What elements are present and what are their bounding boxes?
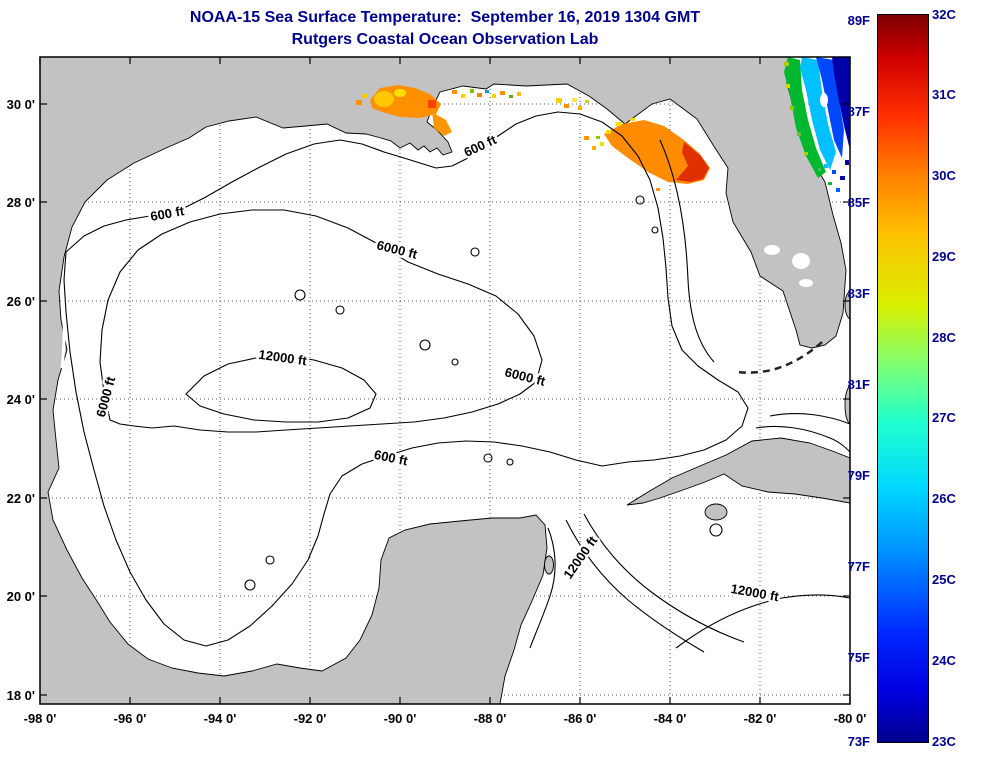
x-tick-label: -90 0' (384, 711, 417, 726)
land-isla-juventud (704, 503, 728, 521)
sst-patch-louisiana (356, 85, 452, 136)
colorbar-f-label: 77F (847, 559, 870, 574)
contour-straits-600-a (755, 425, 850, 453)
colorbar-c-label: 31C (932, 87, 956, 102)
sst-patch-atlantic (784, 57, 850, 192)
land-bahama-bank-north (844, 290, 850, 320)
colorbar-f-label: 85F (847, 195, 870, 210)
y-tick-label: 24 0' (7, 392, 35, 407)
y-tick-label: 30 0' (7, 97, 35, 112)
colorbar-c-label: 30C (932, 168, 956, 183)
x-tick-label: -98 0' (24, 711, 57, 726)
land-cozumel (544, 555, 554, 575)
x-tick-label: -80 0' (834, 711, 867, 726)
colorbar-c-label: 32C (932, 7, 956, 22)
title-block: NOAA-15 Sea Surface Temperature: Septemb… (0, 7, 890, 50)
gulf-of-mexico-map: 600 ft 600 ft 6000 ft 6000 ft 12000 ft 6… (7, 56, 867, 726)
contour-south-cuba-12000 (675, 594, 850, 649)
florida-keys-islands (737, 341, 823, 374)
contour-caribbean-12000-b (583, 513, 745, 643)
x-tick-label: -84 0' (654, 711, 687, 726)
colorbar-c-label: 24C (932, 653, 956, 668)
y-tick-label: 26 0' (7, 294, 35, 309)
contour-6000ft-loop (99, 209, 543, 433)
contour-12000ft-loop (185, 355, 377, 423)
bathymetry-contours (63, 111, 850, 653)
contour-small-features (244, 195, 723, 591)
colorbar-c-label: 29C (932, 249, 956, 264)
colorbar-f-label: 75F (847, 650, 870, 665)
colorbar-f-label: 83F (847, 286, 870, 301)
y-tick-label: 18 0' (7, 688, 35, 703)
colorbar-f-label: 73F (847, 734, 870, 749)
map-subtitle: Rutgers Coastal Ocean Observation Lab (291, 30, 599, 48)
contour-yucatan-channel (529, 527, 556, 649)
axis-ticks (39, 57, 851, 704)
y-axis-labels: 30 0' 28 0' 26 0' 24 0' 22 0' 20 0' 18 0… (7, 97, 35, 703)
map-title: NOAA-15 Sea Surface Temperature: Septemb… (189, 9, 701, 26)
y-tick-label: 20 0' (7, 589, 35, 604)
colorbar-f-label: 87F (847, 104, 870, 119)
cloud-gap-florida-1 (764, 245, 780, 255)
x-tick-label: -82 0' (744, 711, 777, 726)
cloud-gap-florida-2 (799, 279, 813, 287)
lake-okeechobee (792, 253, 810, 269)
land-bahama-bank-south (844, 386, 850, 424)
sst-patch-florida-panhandle (584, 118, 710, 191)
land-cuba (626, 437, 850, 506)
laguna-madre-lagoon (60, 289, 66, 369)
colorbar-f-label: 79F (847, 468, 870, 483)
colorbar-c-label: 28C (932, 330, 956, 345)
y-tick-label: 22 0' (7, 491, 35, 506)
x-axis-labels: -98 0' -96 0' -94 0' -92 0' -90 0' -88 0… (24, 711, 867, 726)
sst-specks-mississippi-alabama (452, 89, 589, 110)
x-tick-label: -92 0' (294, 711, 327, 726)
colorbar-c-label: 26C (932, 491, 956, 506)
x-tick-label: -86 0' (564, 711, 597, 726)
contour-straits-600-b (769, 413, 850, 425)
land-north-america (40, 57, 847, 704)
x-tick-label: -96 0' (114, 711, 147, 726)
contour-caribbean-12000-a (565, 519, 705, 653)
contour-600ft-main-loop (63, 111, 749, 647)
colorbar-c-label: 23C (932, 734, 956, 749)
plot-frame (39, 56, 851, 705)
land-masses (40, 57, 850, 704)
x-tick-label: -94 0' (204, 711, 237, 726)
colorbar-region: 89F 87F 85F 83F 81F 79F 77F 75F 73F 32C … (830, 0, 992, 761)
x-tick-label: -88 0' (474, 711, 507, 726)
colorbar-c-label: 25C (932, 572, 956, 587)
contour-west-florida-shelf (659, 139, 715, 363)
temperature-colorbar (877, 14, 929, 743)
colorbar-f-label: 81F (847, 377, 870, 392)
y-tick-label: 28 0' (7, 195, 35, 210)
colorbar-c-label: 27C (932, 410, 956, 425)
colorbar-f-label: 89F (847, 13, 870, 28)
